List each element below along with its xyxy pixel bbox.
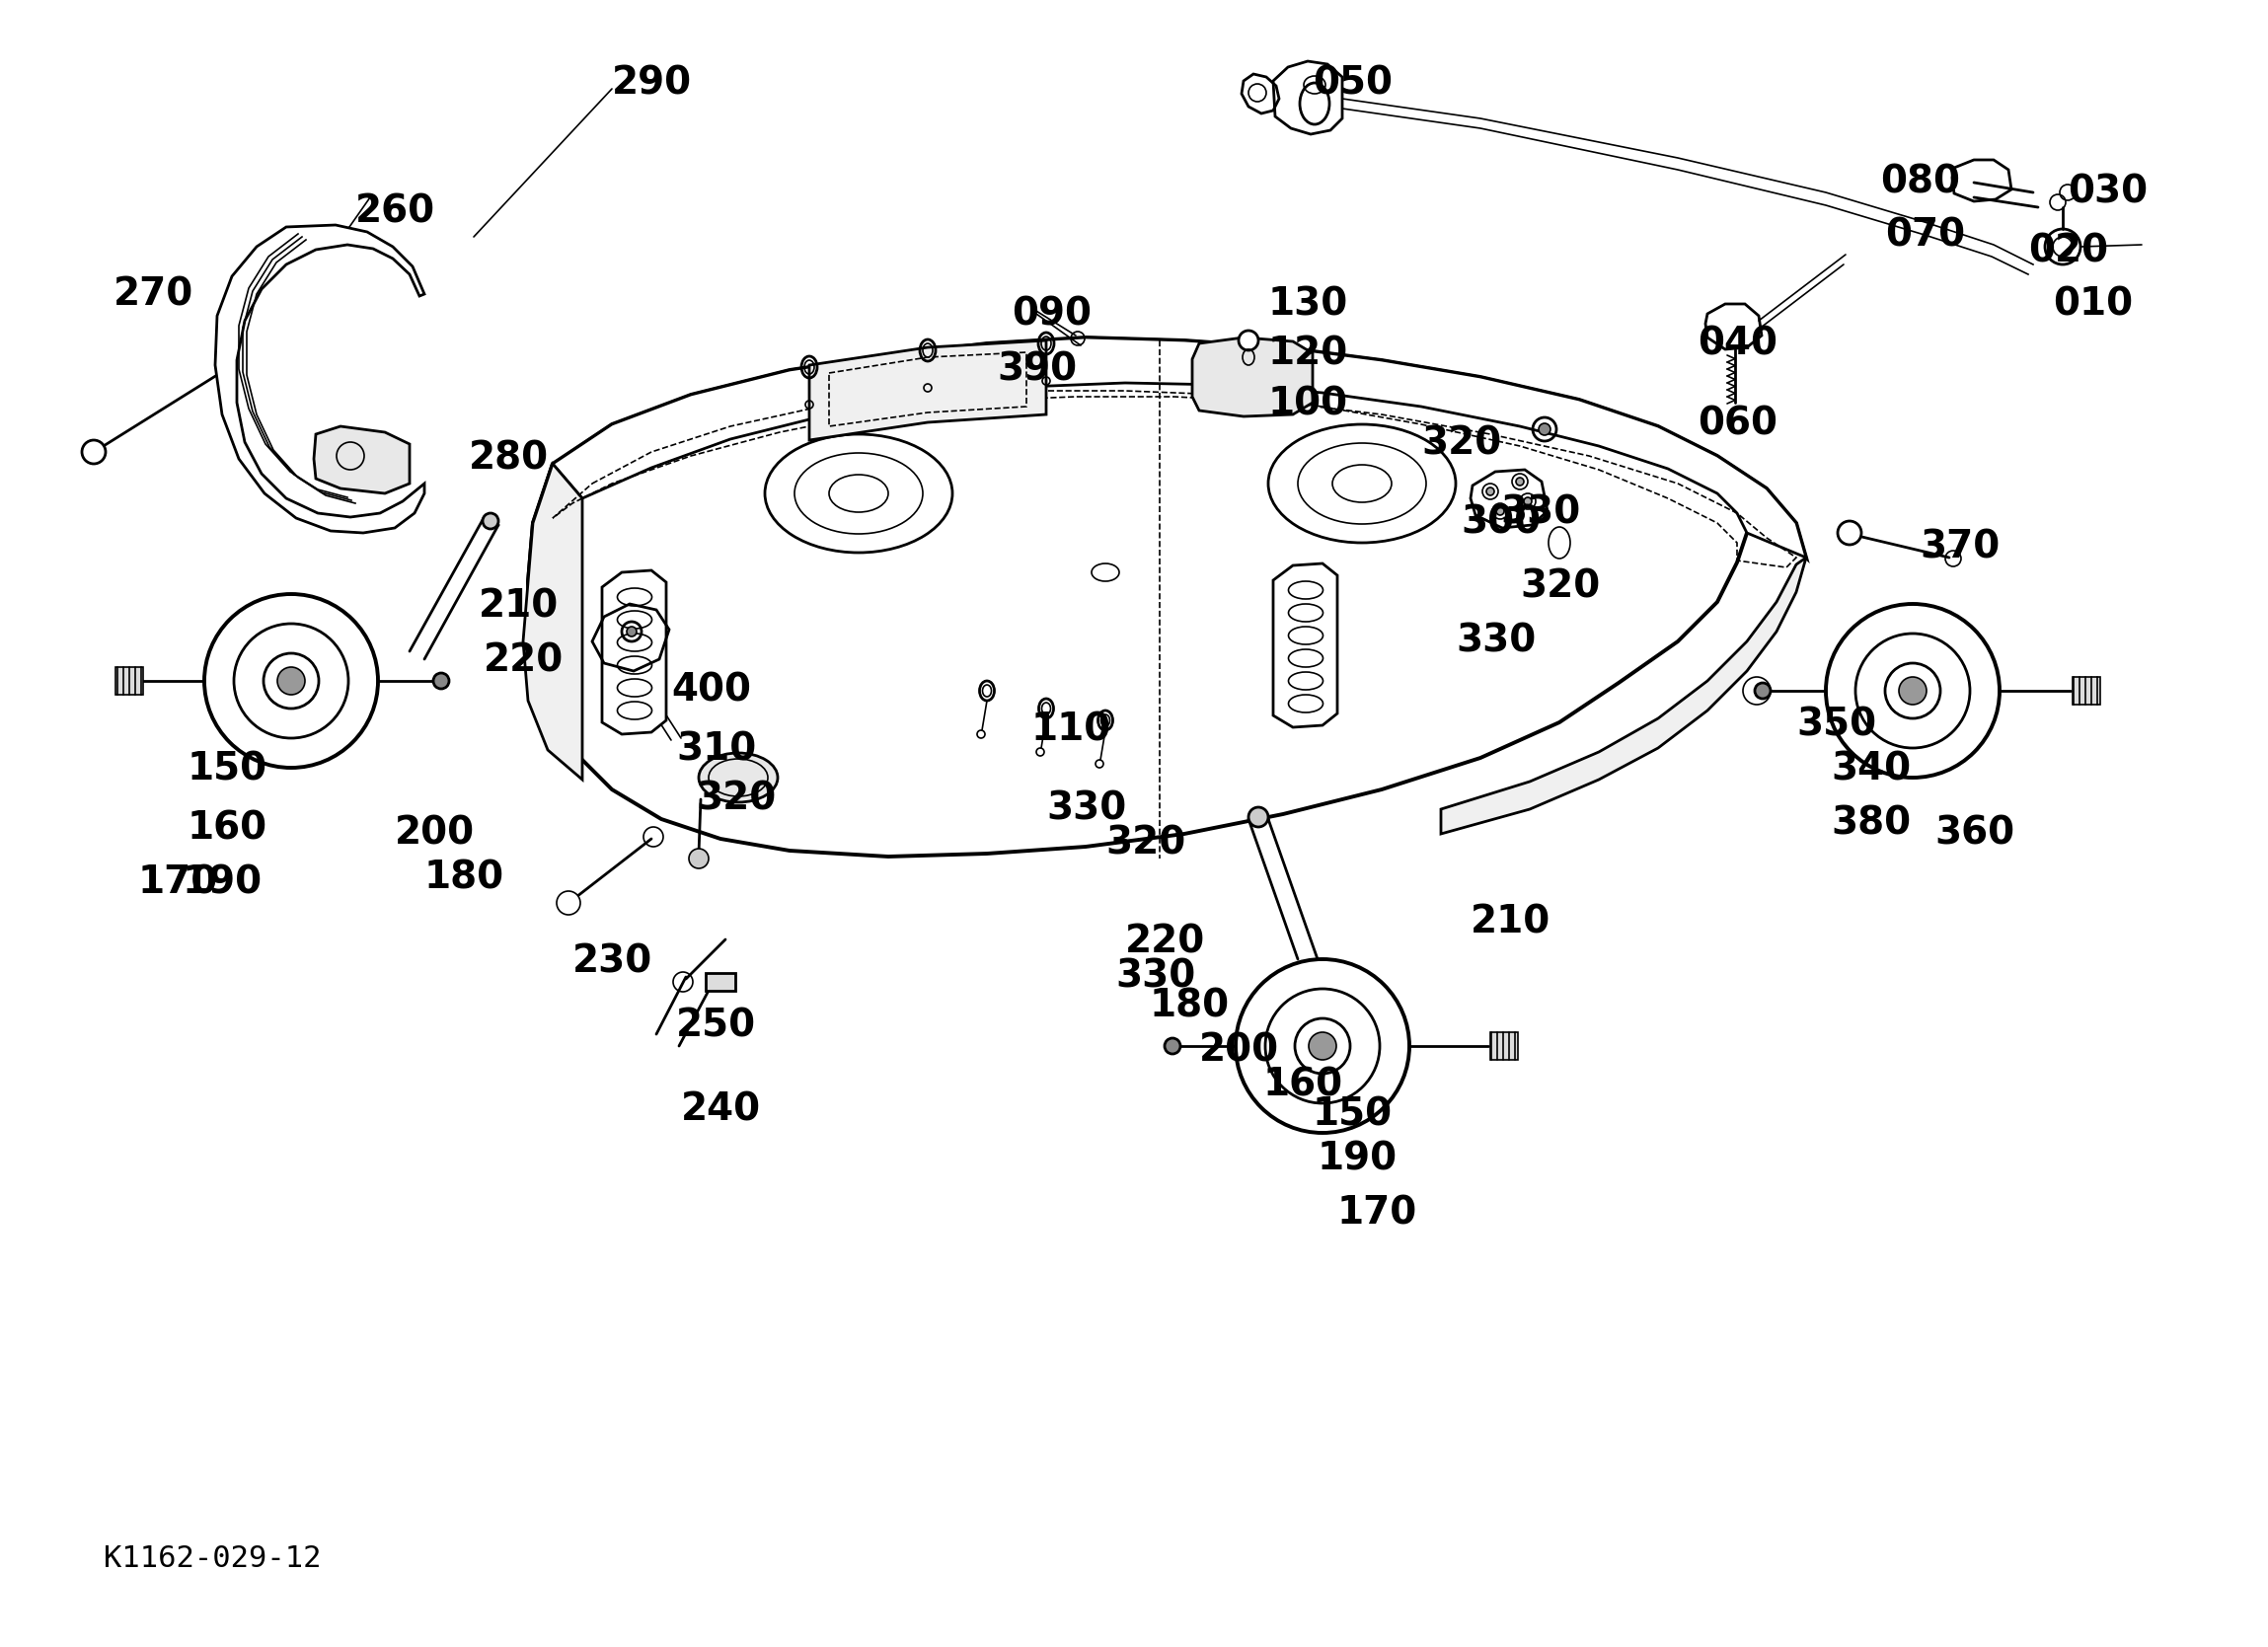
Text: 310: 310 [676, 730, 755, 768]
Text: 330: 330 [1499, 494, 1581, 530]
Polygon shape [553, 338, 1805, 558]
Text: 170: 170 [138, 863, 218, 901]
Circle shape [1486, 488, 1495, 496]
Text: 220: 220 [483, 641, 565, 679]
Text: 330: 330 [1046, 789, 1127, 827]
Text: 400: 400 [671, 670, 751, 708]
Text: 330: 330 [1456, 621, 1535, 659]
Text: 040: 040 [1696, 326, 1778, 362]
Bar [116, 667, 143, 695]
Text: 320: 320 [1105, 824, 1186, 861]
Circle shape [204, 595, 379, 768]
Polygon shape [313, 427, 411, 494]
Polygon shape [601, 570, 667, 735]
Text: 280: 280 [469, 440, 549, 476]
Polygon shape [1440, 558, 1805, 833]
Polygon shape [524, 464, 583, 779]
Circle shape [1497, 507, 1504, 516]
Text: 050: 050 [1313, 64, 1393, 102]
Circle shape [1524, 497, 1531, 506]
Text: 150: 150 [1313, 1095, 1393, 1133]
Text: 350: 350 [1796, 705, 1876, 743]
Circle shape [1898, 677, 1926, 705]
Text: 020: 020 [2028, 232, 2109, 270]
Text: 160: 160 [188, 809, 268, 847]
Text: 190: 190 [184, 863, 263, 901]
Text: 260: 260 [356, 193, 435, 231]
Text: 210: 210 [1470, 903, 1551, 940]
Bar [705, 973, 735, 991]
Text: 150: 150 [188, 749, 268, 787]
Circle shape [1309, 1033, 1336, 1059]
Text: 190: 190 [1318, 1140, 1397, 1178]
Circle shape [82, 440, 107, 464]
Text: 080: 080 [1880, 163, 1960, 201]
Circle shape [689, 848, 708, 868]
Circle shape [1538, 423, 1551, 435]
Circle shape [277, 667, 304, 695]
Text: 270: 270 [113, 277, 193, 315]
Text: 130: 130 [1268, 287, 1349, 324]
Circle shape [1163, 1038, 1179, 1054]
Text: 200: 200 [395, 814, 474, 851]
Text: 200: 200 [1200, 1031, 1279, 1069]
Text: 370: 370 [1919, 529, 2000, 565]
Circle shape [1238, 331, 1259, 351]
Polygon shape [528, 338, 1805, 856]
Ellipse shape [699, 753, 778, 802]
Circle shape [556, 891, 581, 914]
Circle shape [1247, 807, 1268, 827]
Circle shape [1755, 684, 1771, 698]
Text: 360: 360 [1935, 814, 2014, 851]
Circle shape [1837, 520, 1862, 545]
Text: 090: 090 [1012, 296, 1091, 334]
Text: 390: 390 [998, 351, 1077, 387]
Text: 110: 110 [1032, 710, 1111, 748]
Text: 320: 320 [1520, 568, 1601, 604]
Circle shape [483, 514, 499, 529]
Text: 220: 220 [1125, 922, 1204, 960]
Text: 070: 070 [1885, 217, 1964, 255]
Circle shape [1236, 959, 1408, 1133]
Text: 320: 320 [696, 779, 776, 817]
Polygon shape [1193, 338, 1313, 417]
Text: 170: 170 [1338, 1194, 1418, 1232]
Text: 340: 340 [1830, 749, 1912, 787]
Text: 250: 250 [676, 1006, 755, 1044]
Bar [2073, 677, 2100, 705]
Polygon shape [215, 226, 424, 534]
Text: 180: 180 [424, 858, 503, 896]
Text: 010: 010 [2053, 287, 2132, 324]
Text: 030: 030 [2068, 173, 2148, 211]
Text: 320: 320 [1422, 425, 1501, 461]
Text: 330: 330 [1116, 957, 1195, 995]
Circle shape [1515, 478, 1524, 486]
Circle shape [1826, 604, 2000, 777]
Polygon shape [810, 341, 1046, 440]
Text: 180: 180 [1150, 987, 1229, 1024]
Text: 290: 290 [612, 64, 692, 102]
Circle shape [626, 626, 637, 636]
Text: 300: 300 [1461, 504, 1540, 540]
Circle shape [433, 674, 449, 688]
Text: 060: 060 [1696, 405, 1778, 441]
Text: 160: 160 [1263, 1066, 1343, 1103]
Polygon shape [1272, 563, 1338, 728]
Text: 210: 210 [479, 588, 558, 624]
Text: 240: 240 [680, 1090, 762, 1128]
Text: 230: 230 [572, 942, 653, 980]
Text: K1162-029-12: K1162-029-12 [104, 1545, 322, 1573]
Text: 100: 100 [1268, 385, 1347, 422]
Bar [1490, 1033, 1517, 1059]
Text: 120: 120 [1268, 336, 1349, 372]
Text: 380: 380 [1830, 804, 1912, 842]
